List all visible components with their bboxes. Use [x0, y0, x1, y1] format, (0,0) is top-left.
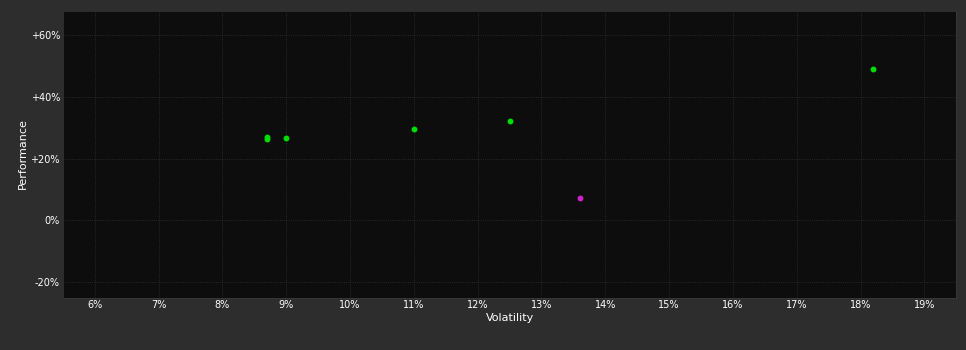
Point [259, 134, 274, 140]
Y-axis label: Performance: Performance [17, 119, 28, 189]
Point [866, 66, 881, 71]
X-axis label: Volatility: Volatility [486, 313, 533, 323]
Point [278, 135, 294, 141]
Point [259, 137, 274, 142]
Point [406, 126, 421, 132]
Point [572, 195, 587, 200]
Point [502, 118, 518, 124]
